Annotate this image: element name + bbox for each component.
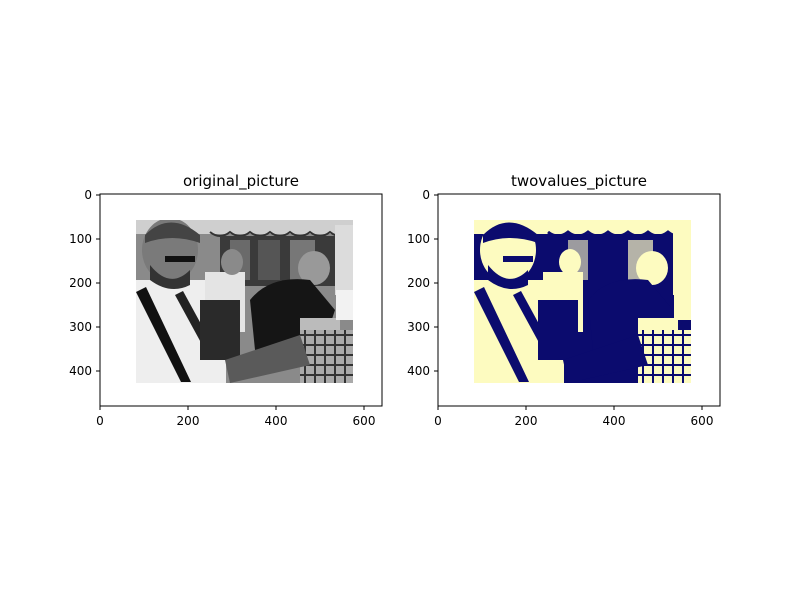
x-tick-label: 0 [96,414,104,428]
panel-twovalues: twovalues_picture [407,172,721,428]
y-tick-label: 0 [84,188,92,202]
y-axis-original: 0 100 200 300 400 [69,188,100,378]
x-tick-label: 600 [353,414,376,428]
x-tick-label: 0 [434,414,442,428]
x-tick-label: 400 [265,414,288,428]
x-tick-label: 400 [603,414,626,428]
x-tick-label: 200 [515,414,538,428]
panel-original: original_picture [69,172,383,428]
panel-title-twovalues: twovalues_picture [511,172,647,191]
y-tick-label: 200 [69,276,92,290]
x-tick-label: 600 [691,414,714,428]
x-axis-twovalues: 0 200 400 600 [434,406,713,428]
panel-title-original: original_picture [183,172,299,191]
y-tick-label: 400 [407,364,430,378]
y-tick-label: 100 [407,232,430,246]
y-axis-twovalues: 0 100 200 300 400 [407,188,438,378]
y-tick-label: 0 [422,188,430,202]
twovalues-image [474,220,691,383]
x-tick-label: 200 [177,414,200,428]
x-axis-original: 0 200 400 600 [96,406,375,428]
y-tick-label: 400 [69,364,92,378]
y-tick-label: 100 [69,232,92,246]
y-tick-label: 300 [407,320,430,334]
y-tick-label: 300 [69,320,92,334]
y-tick-label: 200 [407,276,430,290]
original-image [136,220,353,383]
